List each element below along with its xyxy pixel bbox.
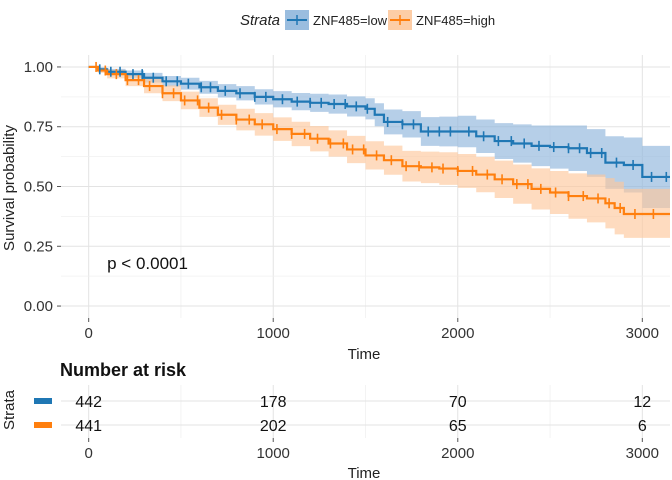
risk-x-tick-label: 0 — [85, 445, 93, 462]
legend: Strata ZNF485=low ZNF485=high — [240, 10, 495, 30]
y-axis-ticks: 0.00 0.25 0.50 0.75 1.00 — [24, 59, 61, 315]
y-tick-label: 0.50 — [24, 179, 53, 196]
risk-table-x-ticks: 0 1000 2000 3000 — [85, 438, 659, 462]
censor-marks — [95, 61, 668, 219]
risk-x-tick-label: 2000 — [441, 445, 474, 462]
survival-curve-high — [88, 65, 670, 216]
risk-x-tick-label: 3000 — [626, 445, 659, 462]
risk-table-cell: 12 — [633, 394, 651, 411]
x-tick-label: 2000 — [441, 325, 474, 342]
p-value-annotation: p < 0.0001 — [107, 254, 188, 273]
confidence-bands — [88, 66, 670, 238]
risk-table-cell: 65 — [449, 418, 467, 435]
legend-title: Strata — [240, 12, 280, 29]
survival-curve-low — [88, 65, 670, 179]
y-tick-label: 0.00 — [24, 298, 53, 315]
y-tick-label: 1.00 — [24, 59, 53, 76]
risk-table-y-label: Strata — [1, 389, 18, 430]
legend-label-low: ZNF485=low — [313, 13, 388, 28]
risk-table-x-label: Time — [348, 465, 381, 480]
risk-table-cell: 202 — [260, 418, 287, 435]
risk-table-cell: 442 — [75, 394, 102, 411]
risk-row-color-key — [34, 422, 52, 428]
risk-x-tick-label: 1000 — [257, 445, 290, 462]
confidence-band-high — [88, 66, 670, 238]
risk-table-rows: 442 178 70 12 441 202 65 6 — [34, 394, 651, 435]
risk-table-cell: 441 — [75, 418, 102, 435]
risk-table-cell: 178 — [260, 394, 287, 411]
x-axis-ticks: 0 1000 2000 3000 — [85, 318, 659, 342]
legend-label-high: ZNF485=high — [416, 13, 495, 28]
risk-table-cell: 6 — [638, 418, 647, 435]
y-tick-label: 0.25 — [24, 238, 53, 255]
x-axis-label: Time — [348, 346, 381, 363]
risk-row-color-key — [34, 398, 52, 404]
risk-table-title: Number at risk — [60, 360, 187, 380]
x-tick-label: 1000 — [257, 325, 290, 342]
risk-table-cell: 70 — [449, 394, 467, 411]
y-tick-label: 0.75 — [24, 119, 53, 136]
survival-curves — [88, 65, 670, 216]
x-tick-label: 3000 — [626, 325, 659, 342]
x-tick-label: 0 — [85, 325, 93, 342]
risk-table-grid — [61, 385, 670, 438]
y-axis-label: Survival probability — [1, 125, 18, 251]
